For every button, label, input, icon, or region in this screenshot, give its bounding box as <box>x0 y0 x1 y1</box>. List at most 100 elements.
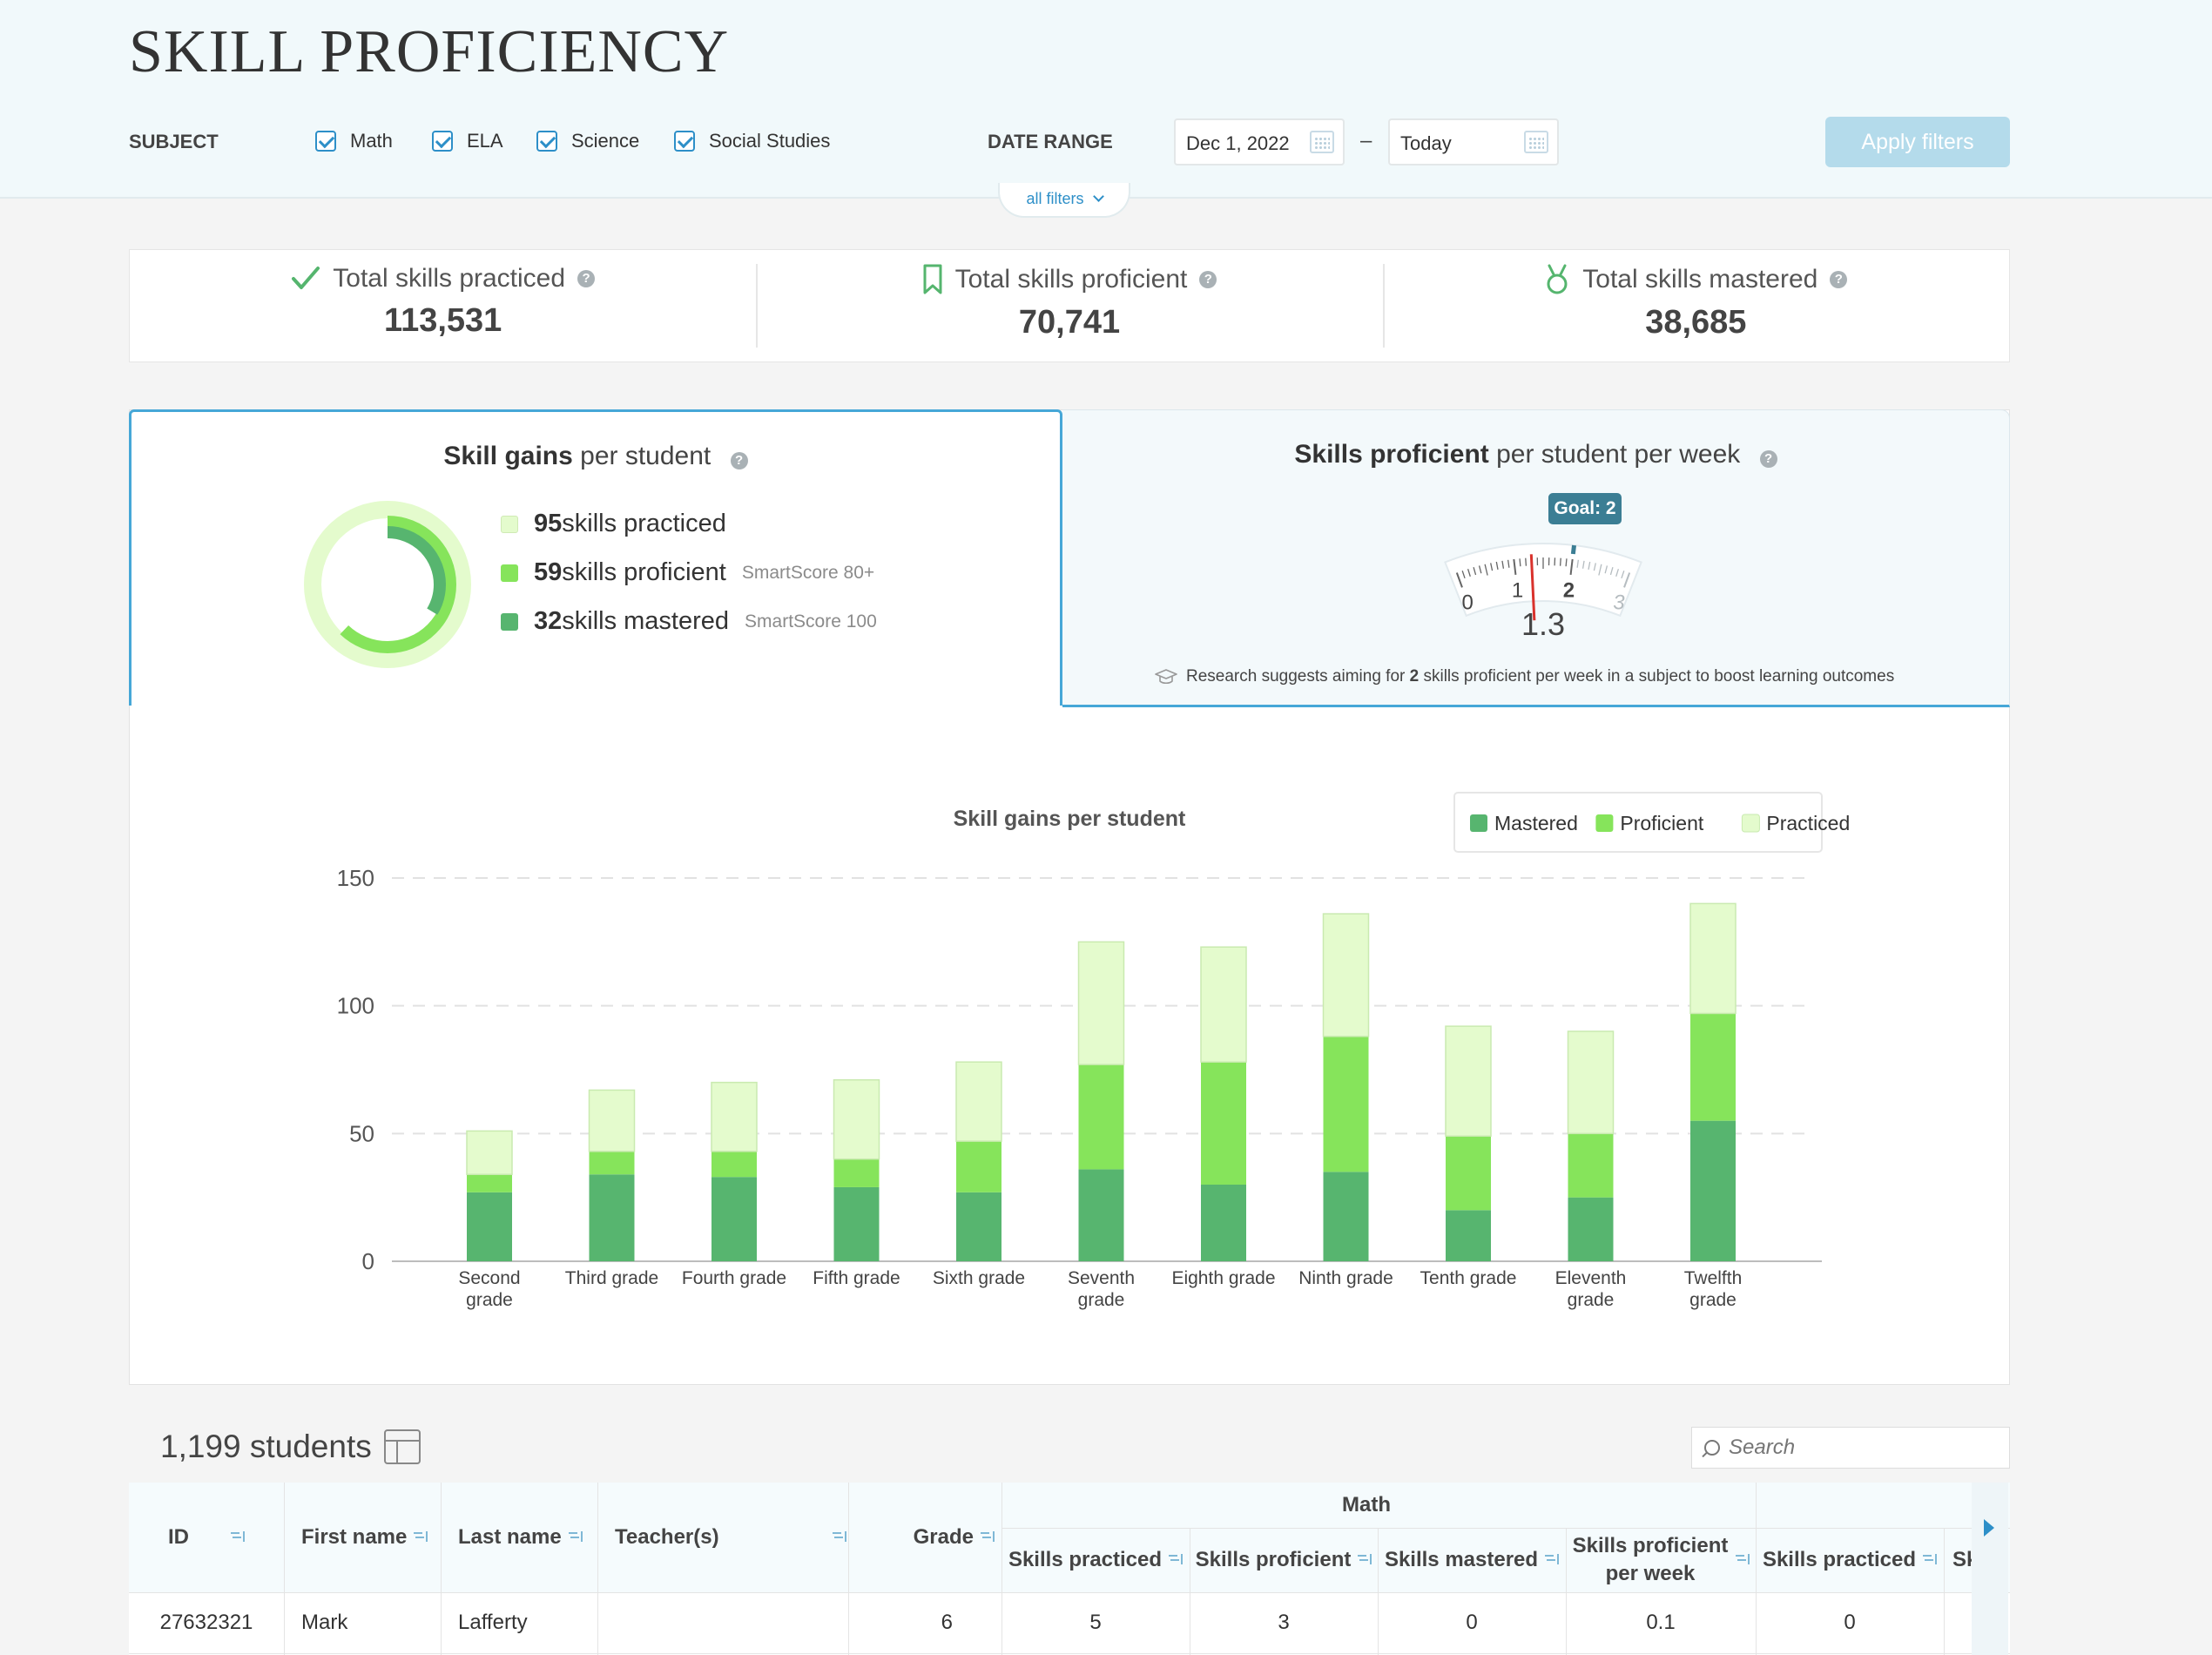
bar-mastered-1[interactable] <box>589 1174 635 1261</box>
bar-mastered-4[interactable] <box>956 1192 1001 1261</box>
checkmark-icon <box>292 267 320 289</box>
bar-mastered-7[interactable] <box>1323 1172 1369 1261</box>
column-header-skills-practiced[interactable]: Skills practiced <box>1001 1528 1190 1592</box>
bar-practiced-0[interactable] <box>466 1130 513 1176</box>
bar-mastered-2[interactable] <box>711 1177 757 1261</box>
bar-practiced-3[interactable] <box>833 1078 880 1160</box>
all-filters-toggle[interactable]: all filters <box>998 183 1130 218</box>
weekly-proficiency-title: Skills proficient per student per week ? <box>1062 440 2009 469</box>
search-input[interactable] <box>1729 1435 1990 1460</box>
subject-ela-checkbox[interactable]: ELA <box>432 125 503 157</box>
date-to-value: Today <box>1400 132 1452 154</box>
x-tick-label: grade <box>1689 1290 1737 1310</box>
bar-practiced-1[interactable] <box>588 1089 636 1152</box>
sort-icon[interactable] <box>1736 1554 1750 1566</box>
bar-practiced-4[interactable] <box>955 1061 1002 1142</box>
bar-practiced-10[interactable] <box>1689 902 1737 1015</box>
bar-practiced-9[interactable] <box>1567 1030 1615 1135</box>
bar-mastered-9[interactable] <box>1568 1197 1614 1261</box>
checkbox-checked-icon[interactable] <box>315 131 336 152</box>
sort-icon[interactable] <box>832 1531 846 1544</box>
help-icon[interactable]: ? <box>730 452 748 469</box>
bar-proficient-9[interactable] <box>1568 1133 1614 1198</box>
bar-proficient-6[interactable] <box>1201 1062 1246 1185</box>
search-field[interactable] <box>1691 1427 2010 1469</box>
sort-icon[interactable] <box>414 1531 428 1544</box>
students-table: ID First name Last name Teacher(s) Grade… <box>129 1483 2010 1655</box>
gauge-tick <box>1525 557 1527 566</box>
bar-practiced-8[interactable] <box>1445 1025 1492 1138</box>
column-header-last-name[interactable]: Last name <box>441 1483 597 1592</box>
column-header-first-name[interactable]: First name <box>284 1483 441 1592</box>
gauge-tick <box>1519 558 1521 567</box>
bar-proficient-8[interactable] <box>1446 1136 1491 1211</box>
help-icon[interactable]: ? <box>577 270 596 287</box>
column-header-skills-proficient-per-week[interactable]: Skills proficient per week <box>1566 1528 1756 1592</box>
scroll-right-arrow-icon[interactable] <box>1972 1483 2008 1655</box>
sort-icon[interactable] <box>981 1531 995 1544</box>
bar-practiced-5[interactable] <box>1077 941 1125 1065</box>
subject-label-social-studies: Social Studies <box>709 130 831 152</box>
table-cell-first-name[interactable]: Mark <box>301 1611 348 1634</box>
subject-label: SUBJECT <box>129 131 219 152</box>
checkbox-checked-icon[interactable] <box>536 131 557 152</box>
table-cell-last-name[interactable]: Lafferty <box>458 1611 528 1634</box>
sort-icon[interactable] <box>1169 1554 1184 1566</box>
sort-icon[interactable] <box>1545 1554 1560 1566</box>
legend-swatch-mastered <box>1470 814 1487 832</box>
bar-mastered-6[interactable] <box>1201 1185 1246 1261</box>
column-header-skills-proficient[interactable]: Skills proficient <box>1190 1528 1378 1592</box>
donut-practiced-ring <box>304 501 471 668</box>
bar-proficient-10[interactable] <box>1690 1013 1736 1121</box>
bar-proficient-3[interactable] <box>833 1158 880 1187</box>
help-icon[interactable]: ? <box>1759 450 1777 468</box>
sort-icon[interactable] <box>231 1531 245 1544</box>
bar-proficient-4[interactable] <box>956 1141 1001 1192</box>
bar-mastered-3[interactable] <box>833 1186 880 1261</box>
bar-mastered-8[interactable] <box>1446 1210 1491 1261</box>
bar-proficient-0[interactable] <box>467 1174 512 1192</box>
bar-proficient-7[interactable] <box>1323 1036 1369 1172</box>
skill-gains-donut <box>304 501 471 668</box>
divider <box>597 1483 598 1655</box>
column-header-teachers[interactable]: Teacher(s) <box>597 1483 848 1592</box>
gauge-tick <box>1609 567 1614 576</box>
sort-icon[interactable] <box>1923 1554 1938 1566</box>
bar-proficient-5[interactable] <box>1078 1064 1124 1170</box>
table-cell-skills-practiced: 5 <box>1089 1611 1102 1634</box>
page-title: SKILL PROFICIENCY <box>129 18 730 85</box>
help-icon[interactable]: ? <box>1830 271 1848 288</box>
legend-label-mastered: Mastered <box>1494 812 1578 834</box>
checkbox-checked-icon[interactable] <box>674 131 695 152</box>
column-header-grade[interactable]: Grade <box>848 1483 1001 1592</box>
checkbox-checked-icon[interactable] <box>432 131 453 152</box>
sort-icon[interactable] <box>568 1531 583 1544</box>
bar-practiced-7[interactable] <box>1322 913 1370 1037</box>
bar-mastered-0[interactable] <box>467 1192 512 1261</box>
gauge-tick <box>1565 558 1568 567</box>
bar-mastered-10[interactable] <box>1690 1120 1736 1261</box>
legend-label-proficient: Proficient <box>1620 812 1703 834</box>
sort-icon[interactable] <box>1358 1554 1372 1566</box>
calendar-icon[interactable] <box>1310 131 1334 153</box>
export-table-icon[interactable] <box>383 1429 421 1464</box>
column-header-skills-mastered[interactable]: Skills mastered <box>1378 1528 1566 1592</box>
subject-social-studies-checkbox[interactable]: Social Studies <box>674 125 830 157</box>
bar-practiced-2[interactable] <box>711 1081 758 1152</box>
subject-math-checkbox[interactable]: Math <box>315 125 393 157</box>
bar-proficient-2[interactable] <box>711 1151 757 1178</box>
skill-gains-panel[interactable]: Skill gains per student ? 95 skills prac… <box>129 409 1062 706</box>
calendar-icon[interactable] <box>1524 131 1548 153</box>
date-to-field[interactable]: Today <box>1388 118 1559 166</box>
help-icon[interactable]: ? <box>1199 271 1217 288</box>
chart-legend: Mastered Proficient Practiced <box>1453 792 1850 853</box>
date-from-field[interactable]: Dec 1, 2022 <box>1174 118 1345 166</box>
bar-mastered-5[interactable] <box>1078 1169 1124 1261</box>
bar-practiced-6[interactable] <box>1200 946 1247 1063</box>
apply-filters-button[interactable]: Apply filters <box>1825 117 2010 167</box>
column-header-id[interactable]: ID <box>129 1483 284 1592</box>
bar-proficient-1[interactable] <box>589 1151 635 1175</box>
subject-science-checkbox[interactable]: Science <box>536 125 639 157</box>
column-header-skills-practiced-2[interactable]: Skills practiced <box>1756 1528 1944 1592</box>
gauge-tick <box>1467 568 1471 577</box>
